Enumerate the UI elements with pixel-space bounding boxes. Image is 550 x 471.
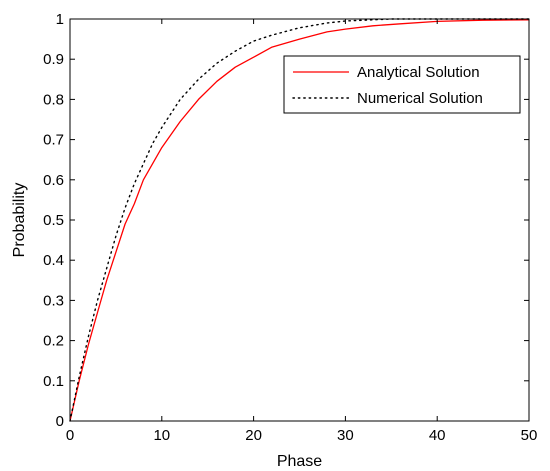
series-line-analytical [69,19,530,422]
legend-label-numerical: Numerical Solution [357,90,483,107]
legend-box [283,55,521,114]
y-axis-label: Probability [11,183,28,258]
y-tick-label: 0.3 [43,292,64,309]
x-tick-label: 0 [66,427,74,444]
series-layer [69,18,530,422]
series-line-numerical [69,18,530,422]
y-tick-label: 0.4 [43,252,64,269]
y-tick-label: 1 [56,11,64,28]
y-tick-label: 0.8 [43,91,64,108]
y-tick-label: 0.5 [43,212,64,229]
legend-label-analytical: Analytical Solution [357,64,480,81]
x-tick-label: 40 [429,427,446,444]
plot-frame [69,18,530,422]
y-tick-label: 0.9 [43,51,64,68]
y-tick-label: 0.2 [43,333,64,350]
tick-layer: 0 10 20 30 40 50 0 0.1 0.2 0.3 0.4 0.5 0.6 0.7 0.8 0.9 1 [43,11,537,444]
y-tick-label: 0.7 [43,132,64,149]
x-tick-label: 20 [245,427,262,444]
y-tick-label: 0.6 [43,172,64,189]
x-tick-label: 50 [521,427,538,444]
legend: Analytical Solution Numerical Solution [283,55,521,114]
x-axis-label: Phase [277,453,322,470]
y-tick-label: 0 [56,413,64,430]
y-tick-label: 0.1 [43,373,64,390]
x-tick-label: 30 [337,427,354,444]
x-tick-label: 10 [153,427,170,444]
